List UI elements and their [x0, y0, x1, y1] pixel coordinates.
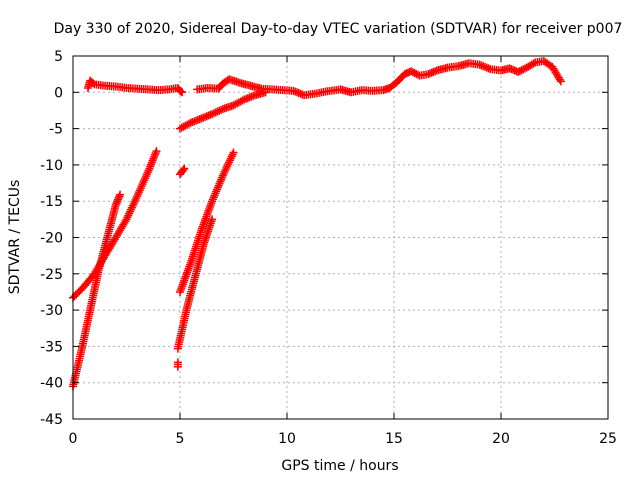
data-point: [208, 110, 217, 119]
y-tick-label: -20: [40, 231, 63, 247]
data-point: [520, 64, 529, 73]
data-point: [179, 165, 188, 174]
data-point: [261, 88, 270, 97]
data-point: [148, 156, 157, 165]
data-point: [152, 147, 161, 156]
y-tick-label: -5: [49, 122, 63, 138]
x-tick-label: 5: [176, 431, 185, 447]
data-point: [412, 69, 421, 78]
x-tick-label: 20: [492, 431, 510, 447]
data-point: [150, 152, 159, 161]
data-point: [147, 158, 156, 167]
series: [173, 215, 217, 353]
y-tick-label: 0: [54, 85, 63, 101]
data-point: [238, 96, 247, 105]
data-point: [209, 109, 218, 118]
series: [173, 358, 182, 371]
y-tick-label: -45: [40, 412, 63, 428]
data-points: [69, 57, 565, 391]
y-tick-label: -10: [40, 158, 63, 174]
data-point: [519, 65, 528, 74]
y-tick-label: 5: [54, 49, 63, 65]
data-point: [211, 108, 220, 117]
series: [176, 164, 189, 179]
data-point: [517, 66, 526, 75]
grid-lines: [73, 56, 608, 419]
y-tick-label: -35: [40, 339, 63, 355]
data-point: [410, 68, 419, 77]
data-point: [147, 160, 156, 169]
series: [83, 76, 187, 97]
y-axis-label: SDTVAR / TECUs: [7, 180, 23, 295]
data-point: [208, 215, 217, 224]
series: [193, 57, 565, 100]
chart-title: Day 330 of 2020, Sidereal Day-to-day VTE…: [54, 21, 623, 37]
y-tick-label: -25: [40, 267, 63, 283]
y-tick-label: -30: [40, 303, 63, 319]
data-point: [215, 106, 224, 115]
series: [176, 148, 238, 296]
x-tick-label: 25: [599, 431, 617, 447]
data-point: [213, 107, 222, 116]
x-tick-label: 0: [69, 431, 78, 447]
data-point: [184, 119, 193, 128]
data-point: [217, 105, 226, 114]
y-tick-label: -40: [40, 376, 63, 392]
data-point: [407, 67, 416, 76]
data-point: [88, 79, 97, 88]
y-tick-label: -15: [40, 194, 63, 210]
x-axis-label: GPS time / hours: [281, 458, 398, 474]
axis-ticks: 0 5 10 15 20 25 5 0 -5 -10 -15 -20 -25 -30 -35 -40 -45: [40, 49, 617, 447]
data-point: [556, 77, 565, 86]
series: [176, 88, 270, 133]
data-point: [515, 67, 524, 76]
data-point: [150, 150, 159, 159]
data-point: [146, 162, 155, 171]
data-point: [178, 88, 187, 97]
data-point: [555, 75, 564, 84]
data-point: [180, 164, 189, 173]
series: [69, 147, 161, 302]
data-point: [173, 358, 182, 367]
data-point: [229, 148, 238, 157]
series: [69, 190, 125, 391]
data-point: [143, 168, 152, 177]
data-point: [514, 67, 523, 76]
data-point: [116, 190, 125, 199]
data-point: [151, 149, 160, 158]
data-point: [144, 166, 153, 175]
data-point: [529, 59, 538, 68]
data-point: [145, 164, 154, 173]
x-tick-label: 15: [385, 431, 403, 447]
data-point: [149, 154, 158, 163]
data-point: [408, 68, 417, 77]
x-tick-label: 10: [278, 431, 296, 447]
